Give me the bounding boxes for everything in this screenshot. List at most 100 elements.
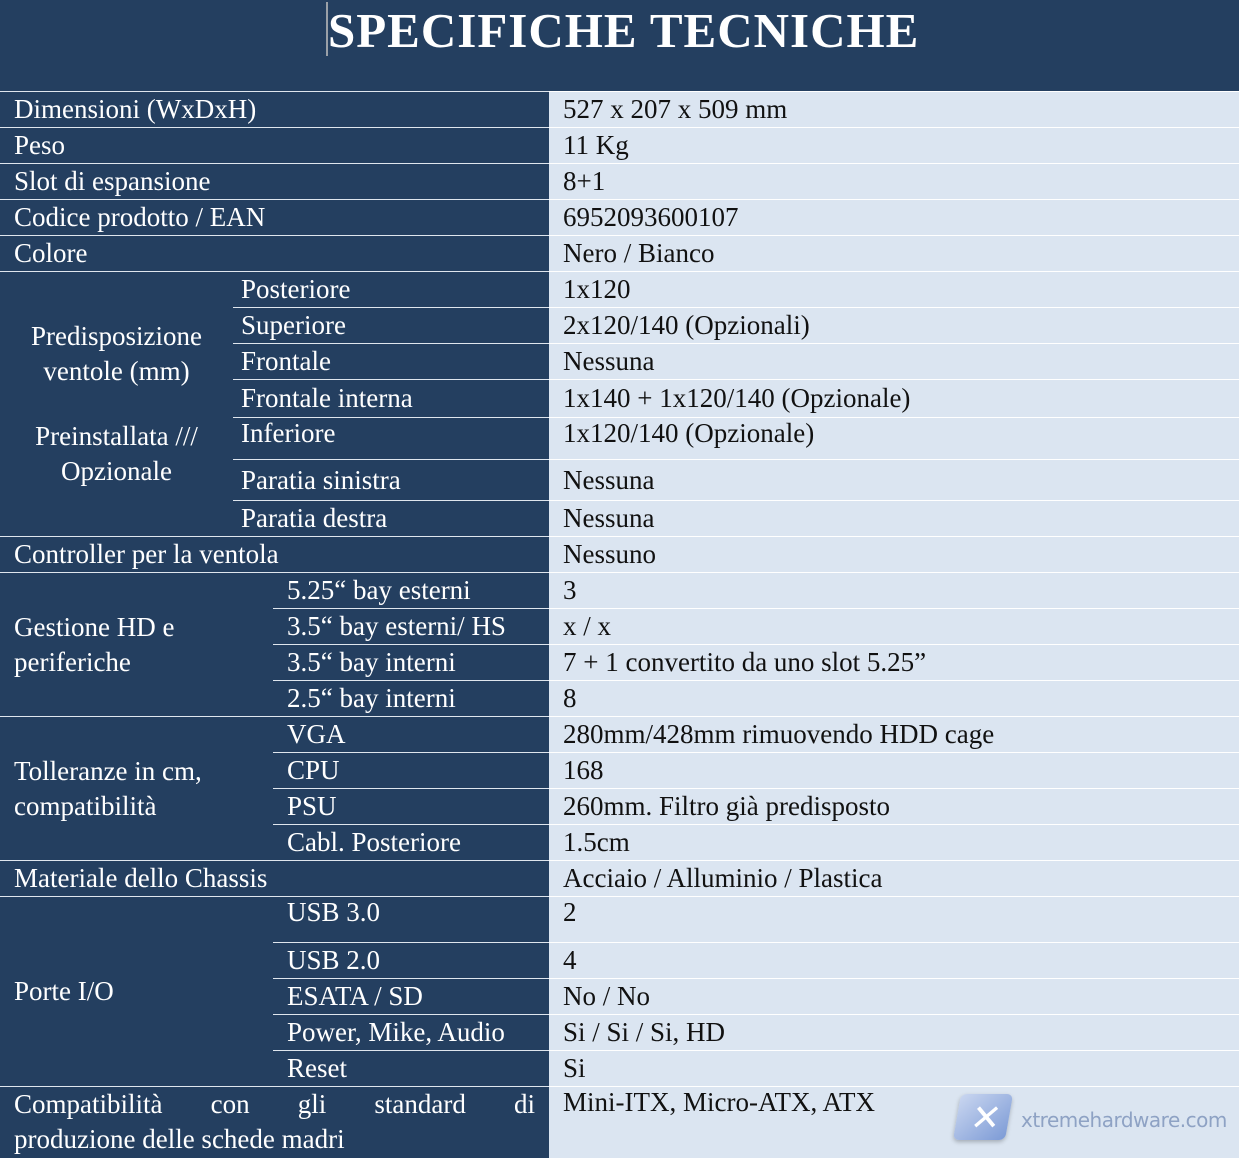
table-row: CPU 168 <box>0 752 1239 789</box>
tolerance-group-line: compatibilità <box>14 790 157 821</box>
watermark-logo: ✕ xtremehardware.com <box>952 1088 1235 1150</box>
compat-word: con <box>210 1089 250 1120</box>
row-value: 2x120/140 (Opzionali) <box>549 307 1239 344</box>
row-label: Materiale dello Chassis <box>0 860 549 897</box>
row-label: USB 3.0 <box>273 896 549 943</box>
table-row: Frontale Nessuna <box>0 343 1239 380</box>
table-row: Paratia sinistra Nessuna <box>0 459 1239 501</box>
row-label: Slot di espansione <box>0 163 549 200</box>
row-label: Frontale <box>233 343 549 380</box>
row-label: Cabl. Posteriore <box>273 824 549 861</box>
row-value: 1x120/140 (Opzionale) <box>549 417 1239 460</box>
fans-group-label: Predisposizione ventole (mm) Preinstalla… <box>0 271 233 537</box>
tolerance-group-line: Tolleranze in cm, <box>14 755 202 786</box>
row-label: Dimensioni (WxDxH) <box>0 91 549 128</box>
table-row: Tolleranze in cm, compatibilità VGA 280mm… <box>0 716 1239 861</box>
table-row: Predisposizione ventole (mm) Preinstalla… <box>0 271 1239 537</box>
title-bar: SPECIFICHE TECNICHE <box>0 0 1239 91</box>
row-label: Superiore <box>233 307 549 344</box>
row-value: Nessuna <box>549 343 1239 380</box>
row-value: 8 <box>549 680 1239 717</box>
row-value: No / No <box>549 978 1239 1015</box>
row-label: Codice prodotto / EAN <box>0 199 549 236</box>
table-row: Reset Si <box>0 1050 1239 1087</box>
storage-group-line: Gestione HD e <box>14 611 175 642</box>
watermark-text: xtremehardware.com <box>1021 1108 1227 1132</box>
table-row: Codice prodotto / EAN 6952093600107 <box>0 199 1239 236</box>
row-label: Compatibilità con gli standard di produz… <box>0 1086 549 1158</box>
text-cursor <box>326 2 328 56</box>
table-row: Materiale dello Chassis Acciaio / Allumin… <box>0 860 1239 897</box>
table-row: Compatibilità con gli standard di produz… <box>0 1086 1239 1158</box>
row-label: 2.5“ bay interni <box>273 680 549 717</box>
row-label: Posteriore <box>233 271 549 308</box>
row-label: Colore <box>0 235 549 272</box>
page-title: SPECIFICHE TECNICHE <box>328 3 920 58</box>
row-value: Acciaio / Alluminio / Plastica <box>549 860 1239 897</box>
compat-label-line1: Compatibilità con gli standard di <box>14 1088 549 1123</box>
row-value: 168 <box>549 752 1239 789</box>
row-value: 8+1 <box>549 163 1239 200</box>
row-label: Reset <box>273 1050 549 1087</box>
table-row: Porte I/O USB 3.0 2 <box>0 896 1239 1087</box>
spec-table: Dimensioni (WxDxH) 527 x 207 x 509 mm Pes… <box>0 91 1239 1158</box>
row-value: 4 <box>549 942 1239 979</box>
row-value: Si / Si / Si, HD <box>549 1014 1239 1051</box>
row-label: PSU <box>273 788 549 825</box>
row-label: Frontale interna <box>233 379 549 418</box>
x-logo-icon: ✕ <box>952 1094 1014 1140</box>
table-row: 3.5“ bay interni 7 + 1 convertito da uno … <box>0 644 1239 681</box>
row-label: Controller per la ventola <box>0 536 549 573</box>
compat-label-line2: produzione delle schede madri <box>14 1124 345 1155</box>
compat-word: standard <box>374 1089 466 1120</box>
fans-group-line: ventole (mm) <box>43 356 190 386</box>
row-label: 3.5“ bay esterni/ HS <box>273 608 549 645</box>
table-row: 2.5“ bay interni 8 <box>0 680 1239 717</box>
table-row: Superiore 2x120/140 (Opzionali) <box>0 307 1239 344</box>
table-row: Colore Nero / Bianco <box>0 235 1239 272</box>
table-row: PSU 260mm. Filtro già predisposto <box>0 788 1239 825</box>
row-label: USB 2.0 <box>273 942 549 979</box>
fans-group-line: Predisposizione <box>31 321 202 351</box>
row-value: 260mm. Filtro già predisposto <box>549 788 1239 825</box>
fans-group-line: Preinstallata /// <box>35 421 198 451</box>
row-value: 11 Kg <box>549 127 1239 164</box>
row-label: Peso <box>0 127 549 164</box>
storage-group-line: periferiche <box>14 646 131 677</box>
row-value: 3 <box>549 572 1239 609</box>
row-label: 5.25“ bay esterni <box>273 572 549 609</box>
row-value: Mini-ITX, Micro-ATX, ATX <box>549 1086 1239 1158</box>
table-row: Dimensioni (WxDxH) 527 x 207 x 509 mm <box>0 91 1239 128</box>
table-row: Frontale interna 1x140 + 1x120/140 (Opzio… <box>0 379 1239 418</box>
table-row: Cabl. Posteriore 1.5cm <box>0 824 1239 861</box>
row-value: 1x120 <box>549 271 1239 308</box>
row-value: 280mm/428mm rimuovendo HDD cage <box>549 716 1239 753</box>
table-row: Slot di espansione 8+1 <box>0 163 1239 200</box>
row-label: Power, Mike, Audio <box>273 1014 549 1051</box>
table-row: Inferiore 1x120/140 (Opzionale) <box>0 417 1239 460</box>
row-value: 527 x 207 x 509 mm <box>549 91 1239 128</box>
compat-word: di <box>513 1089 535 1120</box>
table-row: Peso 11 Kg <box>0 127 1239 164</box>
row-value: Nessuna <box>549 500 1239 537</box>
row-label: ESATA / SD <box>273 978 549 1015</box>
row-value: 1.5cm <box>549 824 1239 861</box>
row-value: 6952093600107 <box>549 199 1239 236</box>
row-value: 1x140 + 1x120/140 (Opzionale) <box>549 379 1239 418</box>
table-row: ESATA / SD No / No <box>0 978 1239 1015</box>
table-row: 3.5“ bay esterni/ HS x / x <box>0 608 1239 645</box>
compat-word: gli <box>297 1089 327 1120</box>
table-row: Controller per la ventola Nessuno <box>0 536 1239 573</box>
row-label: CPU <box>273 752 549 789</box>
row-label: 3.5“ bay interni <box>273 644 549 681</box>
row-value: x / x <box>549 608 1239 645</box>
row-label: Paratia destra <box>233 500 549 537</box>
tolerance-group-label: Tolleranze in cm, compatibilità <box>0 716 273 861</box>
row-value: Nessuna <box>549 459 1239 501</box>
row-value: Nero / Bianco <box>549 235 1239 272</box>
storage-group-label: Gestione HD e periferiche <box>0 572 273 717</box>
compat-word: Compatibilità <box>14 1089 163 1120</box>
row-value: Nessuno <box>549 536 1239 573</box>
row-label: VGA <box>273 716 549 753</box>
io-group-label: Porte I/O <box>0 896 273 1087</box>
